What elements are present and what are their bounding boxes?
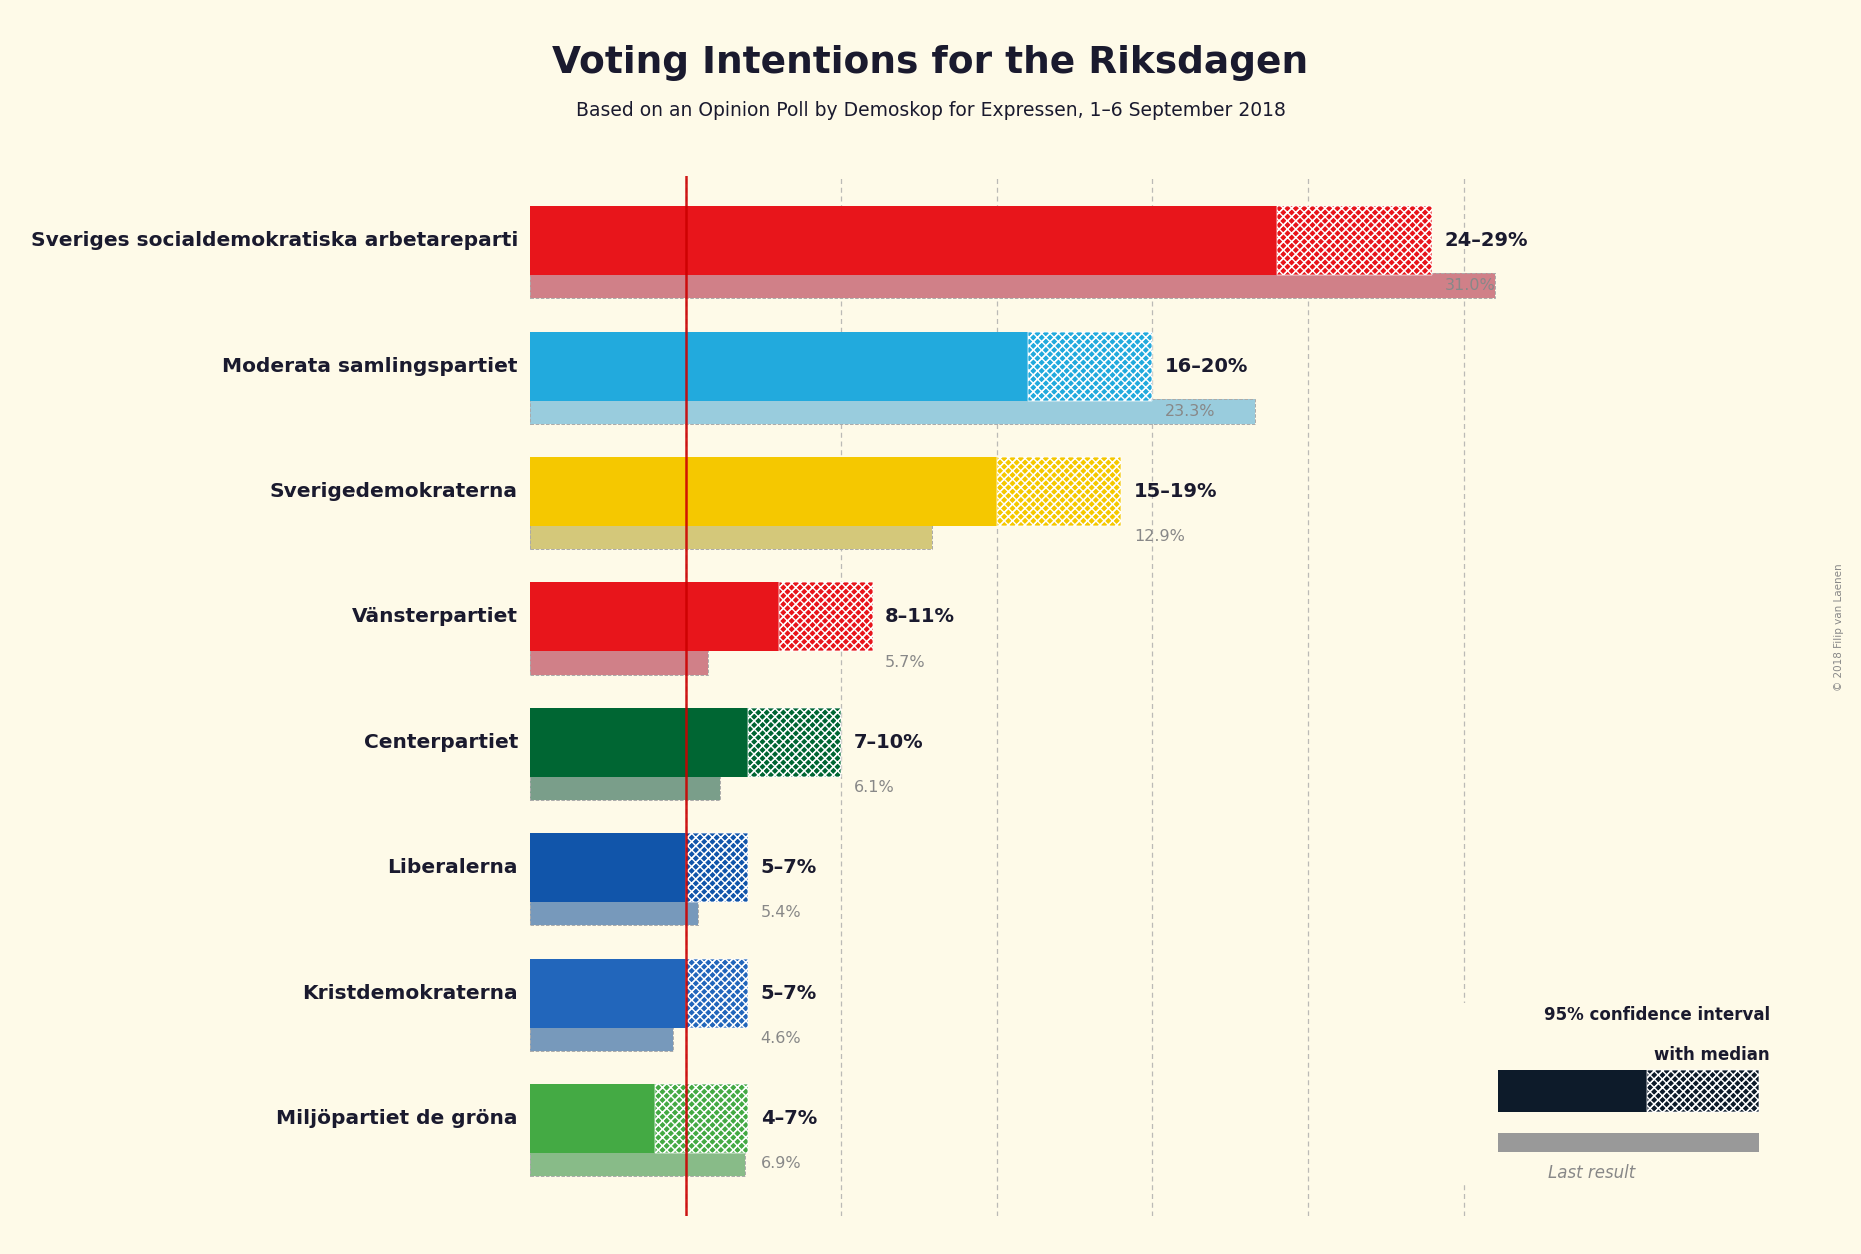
Bar (655, 1083, 748, 1154)
Bar (997, 456, 1122, 525)
Text: Vänsterpartiet: Vänsterpartiet (352, 607, 517, 627)
Bar (530, 650, 707, 675)
Bar (530, 1026, 674, 1051)
Bar (530, 1026, 674, 1051)
Bar (997, 456, 1122, 525)
Bar (530, 775, 720, 800)
Text: 16–20%: 16–20% (1165, 356, 1249, 376)
Text: 31.0%: 31.0% (1444, 278, 1496, 293)
Text: Miljöpartiet de gröna: Miljöpartiet de gröna (277, 1109, 517, 1129)
Bar (1027, 331, 1152, 400)
Text: 95% confidence interval: 95% confidence interval (1543, 1006, 1770, 1025)
Text: Last result: Last result (1548, 1164, 1634, 1183)
Text: 5–7%: 5–7% (761, 983, 817, 1003)
Bar (655, 1083, 748, 1154)
Text: 5.4%: 5.4% (761, 905, 802, 920)
Bar (530, 582, 780, 652)
Bar (1277, 206, 1433, 275)
Bar (530, 273, 1494, 298)
Bar (1647, 1070, 1759, 1112)
Text: 5.7%: 5.7% (886, 655, 925, 670)
Bar (530, 1083, 655, 1154)
Bar (687, 958, 748, 1028)
Bar (1498, 1132, 1759, 1152)
Bar (1277, 206, 1433, 275)
Bar (530, 456, 997, 525)
Text: 15–19%: 15–19% (1133, 482, 1217, 502)
Text: Liberalerna: Liberalerna (387, 858, 517, 878)
Text: 8–11%: 8–11% (886, 607, 955, 627)
Bar (530, 707, 748, 776)
Bar (748, 707, 841, 776)
Text: © 2018 Filip van Laenen: © 2018 Filip van Laenen (1833, 563, 1844, 691)
Text: 7–10%: 7–10% (854, 732, 923, 752)
Text: 4–7%: 4–7% (761, 1109, 817, 1129)
Bar (530, 900, 698, 925)
Bar (530, 524, 932, 549)
Text: Based on an Opinion Poll by Demoskop for Expressen, 1–6 September 2018: Based on an Opinion Poll by Demoskop for… (575, 100, 1286, 120)
Text: 5–7%: 5–7% (761, 858, 817, 878)
Bar (1647, 1070, 1759, 1112)
Text: Sveriges socialdemokratiska arbetareparti: Sveriges socialdemokratiska arbetarepart… (30, 231, 517, 251)
Bar (1027, 331, 1152, 400)
Text: Sverigedemokraterna: Sverigedemokraterna (270, 482, 517, 502)
Bar (780, 582, 873, 652)
Text: 23.3%: 23.3% (1165, 404, 1215, 419)
Bar (530, 834, 687, 903)
Bar (530, 273, 1494, 298)
Text: 24–29%: 24–29% (1444, 231, 1528, 251)
Bar (530, 331, 1027, 400)
Bar (530, 524, 932, 549)
Bar (530, 900, 698, 925)
Text: 6.1%: 6.1% (854, 780, 895, 795)
Bar (530, 1151, 744, 1176)
Text: with median: with median (1654, 1046, 1770, 1063)
Text: Voting Intentions for the Riksdagen: Voting Intentions for the Riksdagen (553, 45, 1308, 80)
Text: 6.9%: 6.9% (761, 1156, 802, 1171)
Bar (687, 834, 748, 903)
Bar (530, 958, 687, 1028)
Text: Centerpartiet: Centerpartiet (363, 732, 517, 752)
Bar (530, 650, 707, 675)
Text: Moderata samlingspartiet: Moderata samlingspartiet (223, 356, 517, 376)
Bar (780, 582, 873, 652)
Bar (687, 958, 748, 1028)
Text: Kristdemokraterna: Kristdemokraterna (301, 983, 517, 1003)
Text: 12.9%: 12.9% (1133, 529, 1185, 544)
Bar (530, 399, 1254, 424)
Bar (687, 834, 748, 903)
Bar (748, 707, 841, 776)
Bar (530, 206, 1277, 275)
Bar (530, 399, 1254, 424)
Text: 4.6%: 4.6% (761, 1031, 802, 1046)
Bar (530, 775, 720, 800)
Bar (1498, 1070, 1647, 1112)
Bar (530, 1151, 744, 1176)
